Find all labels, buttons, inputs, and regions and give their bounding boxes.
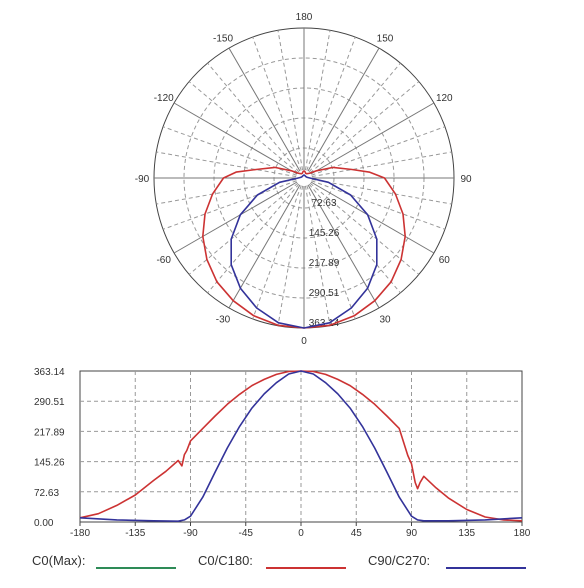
polar-angle-label: 30 bbox=[379, 314, 391, 325]
y-tick-label: 363.14 bbox=[34, 367, 65, 378]
polar-angle-label: 180 bbox=[296, 12, 313, 23]
y-tick-label: 145.26 bbox=[34, 458, 65, 469]
x-tick-label: 90 bbox=[406, 528, 418, 539]
polar-spoke bbox=[311, 178, 452, 205]
y-tick-label: 217.89 bbox=[34, 427, 65, 438]
polar-angle-label: -150 bbox=[213, 34, 233, 45]
polar-spoke bbox=[228, 47, 301, 172]
legend-line-c0max bbox=[96, 567, 176, 569]
line-series-c0c180 bbox=[79, 370, 523, 522]
polar-radial-label: 72.63 bbox=[311, 198, 336, 209]
polar-spoke bbox=[310, 102, 435, 175]
polar-spoke bbox=[304, 185, 331, 326]
polar-spoke bbox=[309, 182, 420, 275]
polar-spoke bbox=[156, 178, 297, 205]
polar-angle-label: 0 bbox=[301, 336, 307, 347]
polar-spoke bbox=[306, 36, 356, 171]
polar-spoke bbox=[277, 30, 304, 171]
line-chart: 0.00 72.63 145.26 217.89 290.51 363.14 -180 -13… bbox=[34, 367, 531, 539]
polar-angle-label: -30 bbox=[216, 314, 231, 325]
polar-spoke bbox=[156, 151, 297, 178]
polar-spoke bbox=[311, 151, 452, 178]
polar-angle-label: 120 bbox=[436, 93, 453, 104]
polar-spoke bbox=[252, 185, 302, 320]
polar-angle-label: -120 bbox=[154, 93, 174, 104]
polar-spoke bbox=[188, 81, 299, 174]
polar-spoke bbox=[162, 180, 297, 230]
x-tick-label: 135 bbox=[458, 528, 475, 539]
polar-spoke bbox=[308, 183, 401, 294]
polar-spoke bbox=[228, 184, 301, 309]
polar-spoke bbox=[207, 183, 300, 294]
legend-label-c90c270: C90/C270: bbox=[368, 553, 431, 568]
polar-spoke bbox=[309, 81, 420, 174]
polar-spoke bbox=[307, 47, 380, 172]
polar-chart: 180 150 120 90 60 30 0 -30 -60 -90 -120 -150 72.63 14… bbox=[135, 12, 472, 347]
x-tick-label: 45 bbox=[351, 528, 363, 539]
x-tick-label: 180 bbox=[514, 528, 531, 539]
polar-spoke bbox=[277, 185, 304, 326]
polar-radial-label: 145.26 bbox=[309, 228, 340, 239]
x-tick-label: -90 bbox=[183, 528, 198, 539]
legend-label-c0c180: C0/C180: bbox=[198, 553, 253, 568]
y-tick-label: 72.63 bbox=[34, 488, 59, 499]
polar-spoke bbox=[207, 62, 300, 173]
polar-radial-label: 290.51 bbox=[309, 288, 340, 299]
x-tick-label: -45 bbox=[239, 528, 254, 539]
x-tick-label: -180 bbox=[70, 528, 90, 539]
polar-angle-label: 90 bbox=[460, 174, 472, 185]
legend-line-c0c180 bbox=[266, 567, 346, 569]
polar-spoke bbox=[311, 180, 446, 230]
y-tick-label: 290.51 bbox=[34, 397, 65, 408]
polar-angle-label: 60 bbox=[439, 255, 451, 266]
x-tick-label: -135 bbox=[125, 528, 145, 539]
polar-angle-label: -60 bbox=[156, 255, 171, 266]
polar-radial-label: 217.89 bbox=[309, 258, 340, 269]
y-tick-label: 0.00 bbox=[34, 518, 54, 529]
polar-series-c90c270 bbox=[230, 174, 378, 329]
polar-spoke bbox=[252, 36, 302, 171]
polar-spoke bbox=[188, 182, 299, 275]
polar-spoke bbox=[173, 102, 298, 175]
polar-angle-label: 150 bbox=[377, 34, 394, 45]
x-tick-label: 0 bbox=[298, 528, 304, 539]
polar-spoke bbox=[308, 62, 401, 173]
polar-angle-label: -90 bbox=[135, 174, 150, 185]
polar-spoke bbox=[304, 30, 331, 171]
legend-line-c90c270 bbox=[446, 567, 526, 569]
polar-spoke bbox=[306, 185, 356, 320]
legend-label-c0max: C0(Max): bbox=[32, 553, 86, 568]
polar-spoke bbox=[310, 181, 435, 254]
polar-spoke bbox=[173, 181, 298, 254]
line-series-c90c270 bbox=[79, 370, 523, 522]
